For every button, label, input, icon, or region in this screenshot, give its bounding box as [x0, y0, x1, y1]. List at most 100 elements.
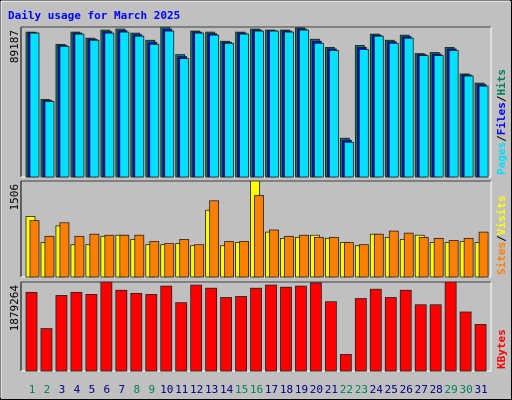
x-tick-label: 11: [175, 383, 188, 396]
bar: [164, 243, 175, 278]
x-tick-label: 8: [133, 383, 140, 396]
y-tick-label: 1506: [8, 184, 21, 211]
bar: [269, 30, 279, 178]
bar: [59, 45, 70, 178]
x-tick-label: 28: [430, 383, 443, 396]
bar: [373, 35, 384, 178]
bar: [474, 324, 487, 372]
legend: KBytes: [495, 329, 508, 369]
x-tick-label: 31: [474, 383, 487, 396]
bar: [295, 285, 307, 372]
bar: [343, 141, 354, 178]
bar: [85, 294, 98, 372]
x-tick-label: 17: [265, 383, 278, 396]
chart-title: Daily usage for March 2025: [8, 9, 180, 22]
bar: [299, 29, 309, 178]
bar: [254, 30, 264, 178]
bar: [324, 301, 337, 372]
bar: [239, 241, 249, 278]
bar: [463, 75, 474, 178]
bar: [40, 328, 53, 372]
bar: [44, 235, 55, 278]
bar: [224, 42, 235, 178]
x-tick-label: 3: [59, 383, 66, 396]
bar: [190, 284, 203, 372]
x-tick-label: 27: [415, 383, 428, 396]
x-tick-label: 30: [460, 383, 473, 396]
bar: [254, 195, 264, 278]
bar: [328, 236, 339, 278]
x-tick-label: 29: [445, 383, 458, 396]
x-tick-label: 2: [44, 383, 51, 396]
bar: [269, 229, 279, 278]
bar: [384, 297, 397, 372]
bar: [373, 233, 384, 278]
x-tick-label: 5: [89, 383, 96, 396]
bar: [224, 241, 235, 278]
legend: Sites/Visits: [495, 196, 508, 276]
x-tick-label: 9: [148, 383, 155, 396]
y-tick-label: 89187: [8, 30, 21, 63]
bar: [459, 311, 472, 372]
bar: [358, 49, 369, 178]
bar: [418, 55, 429, 178]
bar: [414, 304, 427, 372]
bar: [55, 295, 68, 372]
legend-entry: Sites: [495, 242, 508, 275]
bar: [134, 35, 145, 178]
bar: [29, 220, 40, 278]
bar: [44, 101, 55, 178]
bar: [399, 289, 412, 372]
bar: [115, 289, 128, 372]
bar: [418, 236, 429, 278]
bar: [463, 237, 474, 278]
bar: [339, 354, 352, 372]
bar: [119, 31, 130, 178]
x-tick-label: 20: [310, 383, 323, 396]
bar: [134, 234, 145, 278]
bar: [149, 43, 160, 178]
bar: [314, 42, 324, 178]
legend-entry: KBytes: [495, 329, 508, 369]
bar: [194, 244, 205, 278]
x-tick-label: 12: [190, 383, 203, 396]
bar: [448, 240, 459, 278]
bar: [403, 232, 414, 278]
x-tick-label: 22: [340, 383, 353, 396]
bar: [89, 233, 100, 278]
bar: [209, 34, 220, 178]
x-tick-label: 26: [400, 383, 413, 396]
x-tick-label: 18: [280, 383, 293, 396]
bar: [429, 304, 442, 372]
x-tick-label: 1: [29, 383, 36, 396]
bar: [299, 234, 309, 278]
legend-separator: /: [495, 235, 508, 242]
bar: [433, 55, 444, 178]
bar: [280, 286, 292, 372]
bar: [239, 33, 249, 178]
legend: Pages/Files/Hits: [495, 69, 508, 175]
legend-entry: Hits: [495, 69, 508, 96]
bar: [220, 297, 233, 372]
bar: [343, 242, 354, 278]
bar: [89, 39, 100, 178]
bar: [179, 58, 190, 178]
legend-entry: Pages: [495, 142, 508, 175]
x-tick-label: 25: [385, 383, 398, 396]
bar: [478, 85, 489, 178]
bar: [388, 230, 399, 278]
bar: [388, 42, 399, 178]
bar: [100, 281, 113, 372]
bar: [130, 292, 143, 372]
legend-separator: /: [495, 95, 508, 102]
legend-entry: Visits: [495, 196, 508, 236]
bar: [29, 32, 40, 178]
bar: [74, 33, 85, 178]
bar: [175, 302, 188, 372]
bar: [328, 50, 339, 178]
x-tick-label: 16: [250, 383, 263, 396]
x-tick-label: 4: [74, 383, 81, 396]
bar: [235, 296, 247, 372]
bar: [265, 284, 277, 372]
